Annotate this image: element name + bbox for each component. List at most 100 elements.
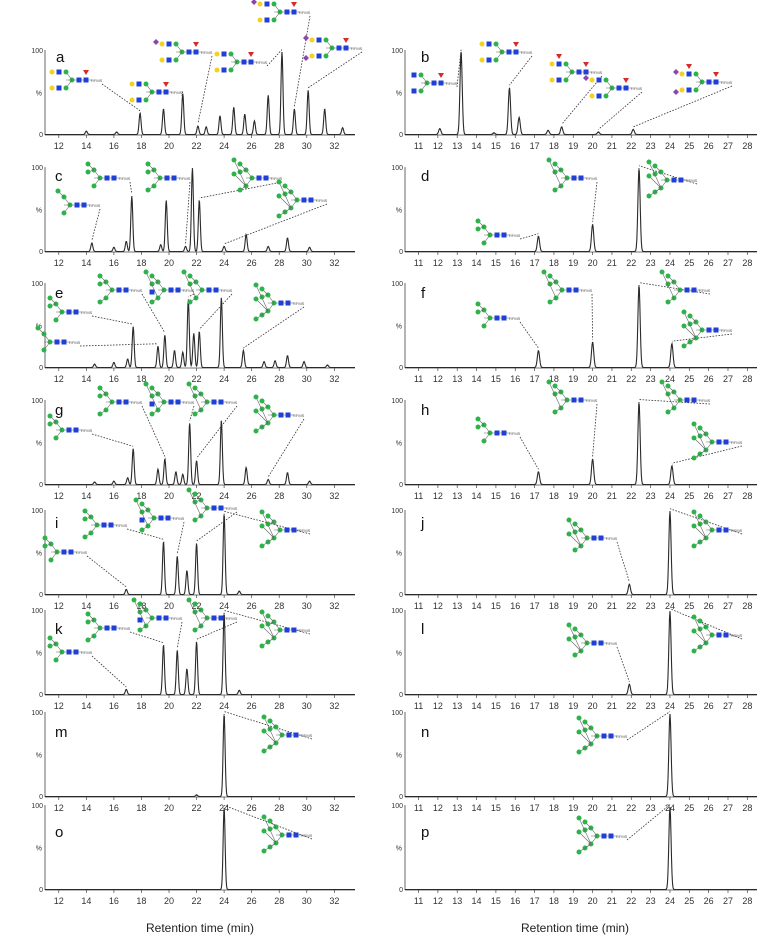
x-tick-label: 17 — [530, 258, 540, 268]
mannose-icon — [149, 385, 155, 391]
x-tick-label: 18 — [549, 896, 559, 906]
glycan-tag-label: RFMS — [119, 626, 131, 631]
peak-point — [127, 358, 129, 361]
mannose-icon — [85, 161, 91, 167]
x-tick-label: 11 — [414, 803, 423, 813]
fucose-icon — [713, 72, 719, 77]
x-tick-label: 30 — [302, 258, 312, 268]
x-tick-label: 15 — [491, 803, 501, 813]
peak-point — [113, 247, 115, 249]
chart-panel-m: 100%012 14 16 18 20 22 24 26 28 30 32m RFMS — [31, 710, 355, 813]
glycan-bond — [255, 410, 269, 424]
panel-letter: l — [421, 621, 424, 638]
glcnac-icon — [116, 287, 122, 293]
mannose-icon — [659, 379, 665, 385]
peak-point — [253, 120, 256, 122]
peak-point — [125, 689, 127, 691]
peak-leader-line — [598, 91, 643, 130]
mannose-icon — [691, 455, 697, 461]
x-tick-label: 16 — [109, 601, 119, 611]
glcnac-icon — [213, 287, 219, 293]
glycan-structure: RFMS — [475, 416, 539, 470]
mannose-icon — [276, 193, 282, 199]
mannose-icon — [265, 513, 271, 519]
x-tick-label: 14 — [472, 701, 482, 711]
x-tick-label: 24 — [665, 491, 675, 501]
mannose-icon — [552, 187, 558, 193]
glycan-tag-label: RFMS — [616, 734, 628, 739]
glycan-structure: RFMS — [214, 49, 283, 73]
glcnac-icon — [691, 287, 697, 293]
glcnac-icon — [596, 77, 602, 83]
x-tick-label: 18 — [549, 258, 559, 268]
glcnac-icon — [411, 72, 417, 78]
glcnac-icon — [137, 617, 143, 623]
glcnac-icon — [571, 397, 577, 403]
x-tick-label: 26 — [247, 258, 257, 268]
sialic-acid-icon — [583, 75, 589, 81]
x-tick-label: 25 — [684, 701, 694, 711]
x-tick-label: 20 — [164, 701, 174, 711]
glycan-tag-label: RFMS — [226, 506, 238, 511]
x-tick-label: 16 — [109, 374, 119, 384]
y-tick-label: 0 — [39, 132, 43, 139]
x-tick-label: 18 — [549, 601, 559, 611]
mannose-icon — [691, 435, 697, 441]
peak-point — [184, 246, 187, 248]
x-tick-label: 15 — [491, 896, 501, 906]
glycan-bond — [578, 831, 592, 845]
peak-point — [671, 343, 673, 345]
galactose-icon — [49, 85, 55, 91]
chromatogram-trace — [45, 614, 355, 696]
peak-point — [493, 132, 495, 134]
mannose-icon — [665, 391, 671, 397]
x-tick-label: 22 — [626, 491, 636, 501]
mannose-icon — [228, 67, 234, 73]
x-tick-label: 14 — [472, 601, 482, 611]
peak-point — [85, 131, 87, 133]
y-tick-label: 100 — [31, 281, 43, 288]
y-tick-label: 100 — [391, 803, 403, 810]
mannose-icon — [253, 408, 259, 414]
peak-leader-line — [185, 181, 191, 244]
y-tick-label: 100 — [391, 398, 403, 405]
peak-point — [242, 350, 244, 352]
peak-point — [628, 584, 630, 586]
peak-point — [439, 128, 441, 130]
mannose-icon — [693, 71, 699, 77]
mannose-icon — [572, 547, 578, 553]
y-tick-label: 0 — [39, 365, 43, 372]
glcnac-icon — [123, 287, 129, 293]
x-tick-label: 26 — [704, 701, 714, 711]
x-tick-label: 24 — [665, 896, 675, 906]
chart-panel-h: 100% 0 11 12 13 14 15 16 17 18 19 20 21 22 23 24 25 26 27 2… — [391, 379, 757, 501]
chart-panel-b: 100% 0 11 12 13 14 15 16 17 18 19 20 21 22 23 24 25 26 27 2… — [391, 41, 757, 151]
glycan-structure: RFMS — [131, 597, 183, 648]
x-tick-label: 19 — [568, 896, 578, 906]
y-tick-label: 100 — [31, 803, 43, 810]
peak-point — [164, 458, 166, 461]
mannose-icon — [192, 393, 198, 399]
glcnac-icon — [211, 505, 217, 511]
x-tick-label: 27 — [723, 701, 733, 711]
peak-leader-line — [196, 621, 238, 640]
x-tick-label: 17 — [530, 491, 540, 501]
glycan-bond — [568, 638, 582, 652]
peak-point — [195, 543, 198, 545]
peak-point — [127, 477, 129, 479]
mannose-icon — [276, 213, 282, 219]
glycan-bond — [648, 161, 662, 189]
mannose-icon — [546, 379, 552, 385]
peak-point — [308, 481, 311, 483]
mannose-icon — [665, 383, 671, 389]
glycan-structure: RFMS — [143, 269, 195, 305]
glycan-bond — [578, 817, 592, 845]
x-tick-label: 24 — [665, 374, 675, 384]
mannose-icon — [149, 299, 155, 305]
glycan-structure: RFMS — [85, 611, 164, 644]
peak-point — [132, 448, 134, 450]
x-tick-label: 20 — [588, 141, 598, 151]
glycan-bond — [693, 525, 707, 539]
glcnac-icon — [713, 79, 719, 85]
glcnac-icon — [221, 67, 227, 73]
